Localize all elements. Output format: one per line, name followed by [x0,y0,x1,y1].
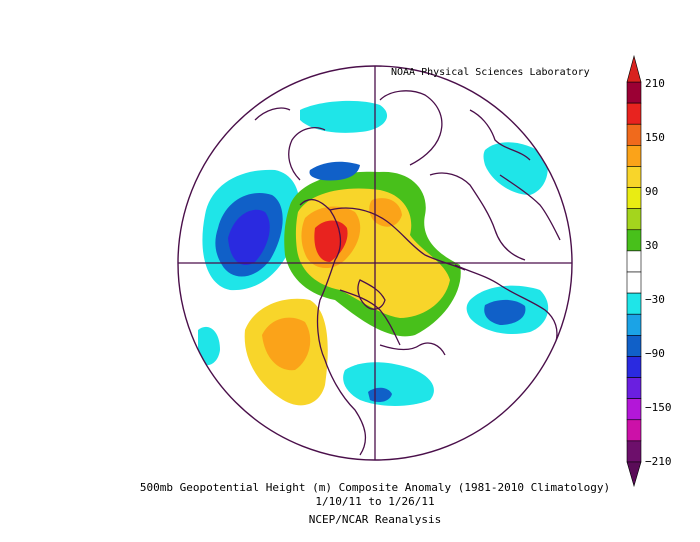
subtropical-negative [198,326,220,366]
europe-negative-core [484,299,526,325]
arctic-canada-negative [300,100,388,133]
colorbar-label: 90 [645,185,659,198]
colorbar-swatch [626,313,642,336]
colorbar-swatch [626,398,642,421]
atlantic-negative-core [368,387,392,402]
colorbar-swatch [626,250,642,273]
arctic-canada-core [309,161,360,181]
north-pacific-deep [228,209,270,265]
colorbar-swatch [626,81,642,104]
colorbar-swatch [626,271,642,294]
anomaly-fields [198,100,549,406]
atlantic-negative-anomaly [343,362,434,406]
colorbar-bottom-arrow [626,461,642,488]
colorbar-swatch [626,419,642,442]
colorbar-swatch [626,187,642,209]
colorbar-swatch [626,123,642,146]
colorbar-swatch [626,229,642,252]
siberia-negative-anomaly [483,142,548,195]
colorbar-top-arrow [626,54,642,83]
caption-title: 500mb Geopotential Height (m) Composite … [139,481,611,494]
colorbar-swatch [626,166,642,188]
colorbar-label: −150 [645,401,672,414]
caption-date: 1/10/11 to 1/26/11 [315,495,435,508]
colorbar-label: 210 [645,77,665,90]
colorbar-label: −30 [645,293,665,306]
colorbar-swatch [626,356,642,378]
colorbar-label: 150 [645,131,665,144]
colorbar-swatch [626,102,642,125]
colorbar-label: 30 [645,239,659,252]
colorbar-label: −90 [645,347,665,360]
colorbar [626,54,642,488]
colorbar-label: −210 [645,455,672,468]
colorbar-swatch [626,335,642,357]
colorbar-swatch [626,292,642,315]
colorbar-swatch [626,377,642,399]
colorbar-swatch [626,440,642,463]
caption-source: NCEP/NCAR Reanalysis [308,513,442,526]
arctic-orange [369,198,402,227]
colorbar-swatch [626,145,642,167]
colorbar-swatch [626,208,642,231]
pacific-positive-core [262,317,311,371]
credit-label: NOAA Physical Sciences Laboratory [391,67,590,78]
